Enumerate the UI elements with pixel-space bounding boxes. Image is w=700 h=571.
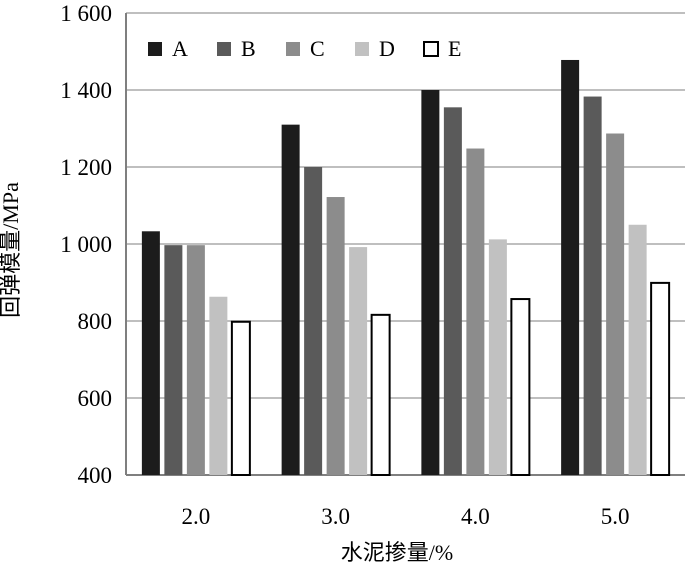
bar-C-5.0 bbox=[606, 133, 625, 475]
bar-B-3.0 bbox=[304, 167, 323, 475]
bars bbox=[141, 59, 671, 477]
bar-B-2.0 bbox=[164, 245, 183, 475]
y-tick-label: 1 400 bbox=[60, 78, 112, 103]
x-tick-label: 2.0 bbox=[182, 504, 211, 529]
bar-B-4.0 bbox=[443, 107, 462, 475]
y-tick-label: 1 200 bbox=[60, 155, 112, 180]
legend-swatch-C bbox=[286, 42, 300, 56]
y-tick-label: 800 bbox=[78, 309, 113, 334]
bar-A-4.0 bbox=[421, 90, 440, 475]
tick-labels: 400 600 800 1 000 1 200 1 400 1 600 2.0 3.0 4.0 5.… bbox=[60, 1, 629, 529]
x-tick-label: 3.0 bbox=[321, 504, 350, 529]
x-tick-label: 4.0 bbox=[461, 504, 490, 529]
legend-label-C: C bbox=[310, 36, 325, 61]
bar-E-3.0 bbox=[370, 313, 391, 476]
bar-D-4.0 bbox=[488, 239, 507, 475]
bar-D-2.0 bbox=[209, 296, 228, 475]
bar-D-5.0 bbox=[628, 224, 647, 475]
legend-swatch-D bbox=[355, 42, 369, 56]
bar-A-3.0 bbox=[281, 124, 300, 476]
bar-C-4.0 bbox=[466, 148, 485, 475]
legend-label-D: D bbox=[379, 36, 395, 61]
legend-label-B: B bbox=[241, 36, 256, 61]
x-tick-label: 5.0 bbox=[601, 504, 630, 529]
y-axis-title: 回弹模量/MPa bbox=[0, 182, 23, 318]
bar-B-5.0 bbox=[583, 96, 602, 476]
bar-A-5.0 bbox=[561, 59, 580, 475]
bar-E-5.0 bbox=[650, 281, 671, 477]
legend-swatch-E bbox=[423, 41, 439, 57]
y-tick-label: 1 600 bbox=[60, 1, 112, 26]
legend: A B C D E bbox=[148, 36, 461, 61]
y-tick-label: 400 bbox=[78, 463, 113, 488]
y-tick-label: 1 000 bbox=[60, 232, 112, 257]
bar-D-3.0 bbox=[349, 247, 368, 475]
bar-C-2.0 bbox=[186, 245, 205, 475]
y-tick-label: 600 bbox=[78, 386, 113, 411]
x-axis-title: 水泥掺量/% bbox=[341, 540, 453, 565]
legend-swatch-A bbox=[148, 42, 162, 56]
bar-A-2.0 bbox=[141, 231, 160, 475]
bar-C-3.0 bbox=[326, 197, 345, 475]
legend-label-E: E bbox=[448, 36, 461, 61]
bar-E-4.0 bbox=[510, 298, 531, 476]
legend-label-A: A bbox=[172, 36, 188, 61]
bar-E-2.0 bbox=[230, 320, 251, 476]
legend-swatch-B bbox=[217, 42, 231, 56]
